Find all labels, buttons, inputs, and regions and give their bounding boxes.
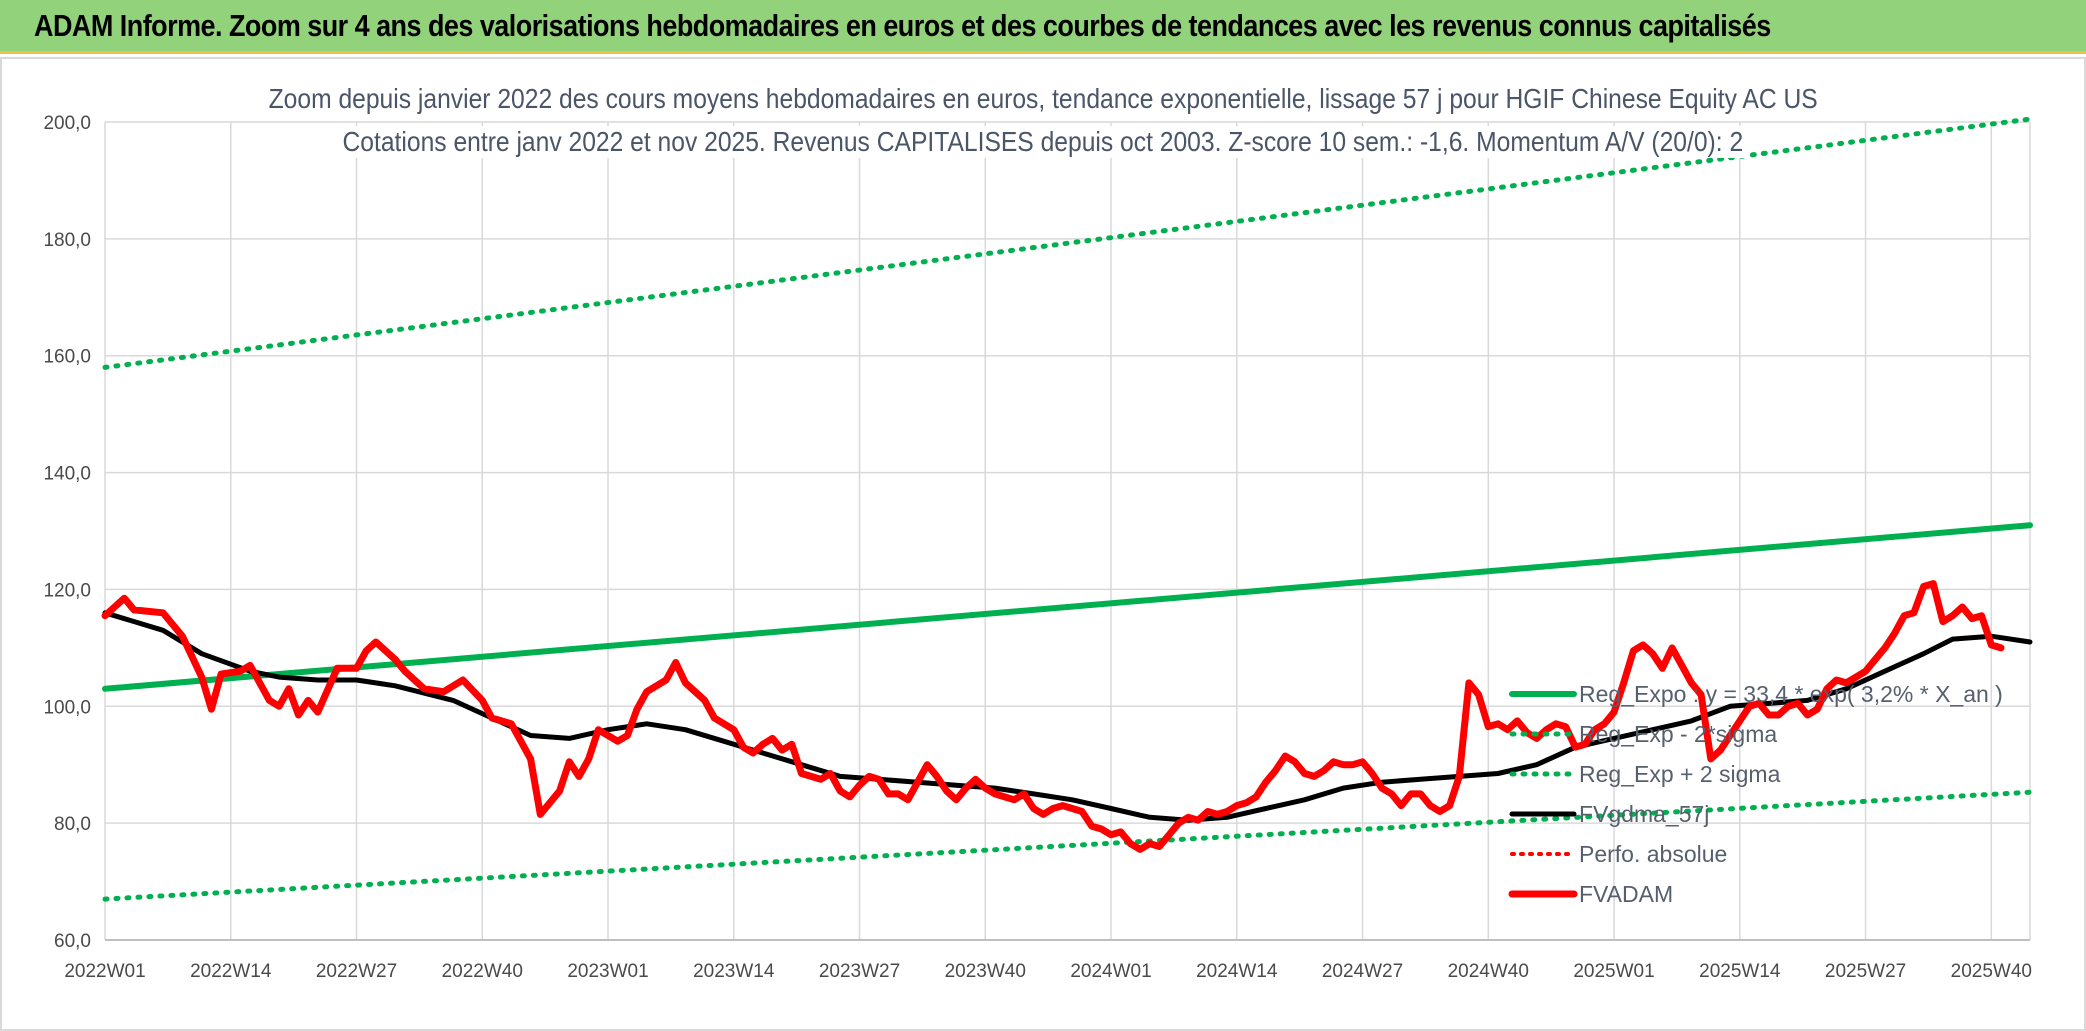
chart-subtitle: Cotations entre janv 2022 et nov 2025. R… bbox=[337, 126, 1749, 158]
chart-frame bbox=[0, 57, 2086, 1031]
legend-label: FVADAM bbox=[1579, 881, 1673, 907]
y-tick-label: 80,0 bbox=[54, 814, 91, 835]
x-tick-label: 2023W14 bbox=[693, 961, 775, 982]
legend-label: Reg_Exp + 2 sigma bbox=[1579, 761, 1781, 787]
y-tick-label: 160,0 bbox=[43, 347, 91, 368]
series-band-high bbox=[102, 116, 2033, 370]
x-tick-label: 2025W40 bbox=[1951, 961, 2032, 982]
legend-label: FVgdma_57j bbox=[1579, 801, 1709, 827]
y-tick-label: 140,0 bbox=[43, 464, 91, 485]
x-tick-label: 2025W14 bbox=[1699, 961, 1781, 982]
header-banner: ADAM Informe. Zoom sur 4 ans des valoris… bbox=[0, 0, 2086, 54]
x-tick-label: 2024W01 bbox=[1070, 961, 1151, 982]
x-tick-label: 2023W27 bbox=[819, 961, 900, 982]
y-tick-label: 180,0 bbox=[43, 230, 91, 251]
x-tick-label: 2023W01 bbox=[567, 961, 648, 982]
chart-subtitle-wrap: Cotations entre janv 2022 et nov 2025. R… bbox=[0, 126, 2086, 158]
series-fvadam bbox=[101, 580, 2005, 853]
x-tick-label: 2022W40 bbox=[442, 961, 523, 982]
legend-label: Perfo. absolue bbox=[1579, 841, 1727, 867]
legend-label: Reg_Expo : y = 33,4 * exp( 3,2% * X_an ) bbox=[1579, 681, 2003, 707]
chart-title-wrap: Zoom depuis janvier 2022 des cours moyen… bbox=[0, 83, 2086, 115]
series-band-low bbox=[102, 789, 2033, 902]
x-tick-label: 2022W27 bbox=[316, 961, 397, 982]
series-smooth bbox=[102, 610, 2033, 823]
x-tick-label: 2025W27 bbox=[1825, 961, 1906, 982]
x-tick-label: 2024W14 bbox=[1196, 961, 1278, 982]
y-tick-label: 60,0 bbox=[54, 931, 91, 952]
chart-title: Zoom depuis janvier 2022 des cours moyen… bbox=[263, 83, 1823, 115]
x-tick-label: 2022W01 bbox=[64, 961, 145, 982]
x-tick-label: 2024W40 bbox=[1448, 961, 1529, 982]
x-tick-label: 2022W14 bbox=[190, 961, 272, 982]
x-tick-label: 2023W40 bbox=[945, 961, 1026, 982]
x-tick-label: 2025W01 bbox=[1573, 961, 1654, 982]
legend-label: Reg_Exp - 2*sigma bbox=[1579, 721, 1777, 747]
y-tick-label: 100,0 bbox=[43, 697, 91, 718]
y-tick-label: 200,0 bbox=[43, 113, 91, 134]
series-reg-expo bbox=[102, 522, 2033, 692]
page-title: ADAM Informe. Zoom sur 4 ans des valoris… bbox=[34, 8, 1771, 43]
y-tick-label: 120,0 bbox=[43, 580, 91, 601]
x-tick-label: 2024W27 bbox=[1322, 961, 1403, 982]
